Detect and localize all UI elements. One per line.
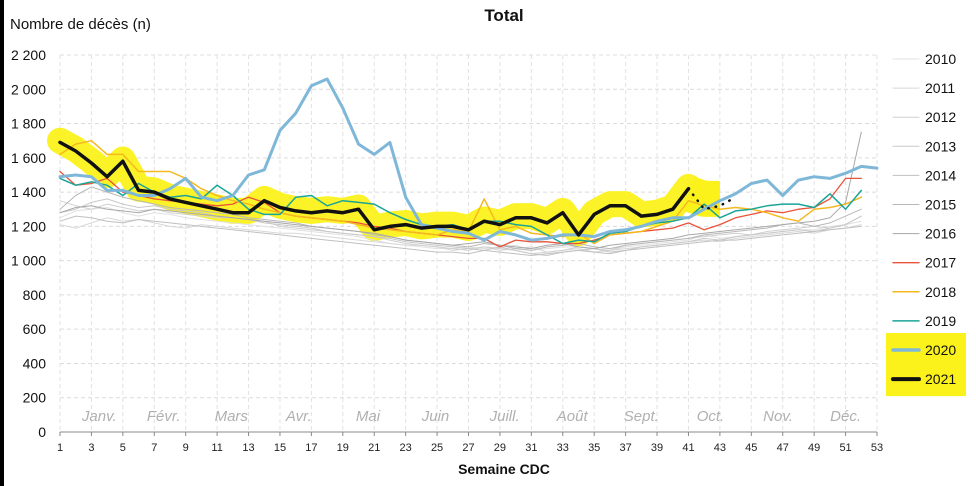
x-tick-label: 49 xyxy=(808,442,820,454)
legend-label: 2018 xyxy=(925,284,956,300)
y-tick-label: 0 xyxy=(38,424,46,440)
series-line-2015 xyxy=(59,186,862,251)
y-tick-label: 2 200 xyxy=(11,47,46,63)
series-line-2018 xyxy=(59,139,863,245)
x-tick-label: 19 xyxy=(337,442,349,454)
x-tick-label: 1 xyxy=(57,442,63,454)
y-tick-label: 400 xyxy=(23,355,47,371)
y-tick-label: 1 600 xyxy=(11,150,46,166)
month-label: Août xyxy=(556,408,589,425)
y-tick-label: 800 xyxy=(23,287,47,303)
y-tick-label: 1 200 xyxy=(11,218,46,234)
legend-label: 2016 xyxy=(925,226,956,242)
y-axis-label: Nombre de décès (n) xyxy=(10,16,151,33)
left-edge-bar xyxy=(0,0,4,486)
month-label: Janv. xyxy=(81,408,117,425)
x-tick-label: 31 xyxy=(525,442,537,454)
x-tick-label: 9 xyxy=(183,442,189,454)
series-line-2014 xyxy=(59,215,862,256)
x-tick-label: 33 xyxy=(557,442,569,454)
highlight-marks xyxy=(47,127,723,247)
chart-title: Total xyxy=(484,6,523,25)
x-tick-label: 3 xyxy=(88,442,94,454)
series-line-2012 xyxy=(59,200,862,255)
x-tick-label: 25 xyxy=(431,442,443,454)
x-tick-label: 21 xyxy=(368,442,380,454)
month-label: Mai xyxy=(356,408,381,425)
y-tick-label: 1 800 xyxy=(11,116,46,132)
month-label: Mars xyxy=(215,408,249,425)
axes: 0 200 400 600 800 1 000 1 200 1 400 1 600 1 800 2 … xyxy=(11,47,883,454)
legend-label: 2019 xyxy=(925,313,956,329)
y-tick-label: 600 xyxy=(23,321,47,337)
series-lines xyxy=(58,77,879,256)
x-tick-label: 29 xyxy=(494,442,506,454)
legend-label: 2017 xyxy=(925,255,956,271)
legend-label: 2015 xyxy=(925,197,956,213)
month-label: Oct. xyxy=(697,408,725,425)
series-line-2016 xyxy=(59,131,862,250)
month-label: Sept. xyxy=(624,408,659,425)
month-label: Déc. xyxy=(830,408,861,425)
x-tick-label: 51 xyxy=(839,442,851,454)
month-label: Juin xyxy=(421,408,450,425)
series-line-2013 xyxy=(59,198,862,256)
y-tick-label: 2 000 xyxy=(11,81,46,97)
series-line-2020 xyxy=(58,77,879,242)
x-tick-label: 53 xyxy=(871,442,883,454)
x-tick-label: 35 xyxy=(588,442,600,454)
y-tick-label: 1 400 xyxy=(11,184,46,200)
grid xyxy=(59,54,878,432)
x-tick-label: 23 xyxy=(400,442,412,454)
month-label: Nov. xyxy=(763,408,793,425)
x-tick-label: 13 xyxy=(242,442,254,454)
x-tick-label: 45 xyxy=(745,442,757,454)
month-label: Juill. xyxy=(489,408,520,425)
legend-label: 2014 xyxy=(925,167,956,183)
legend-label: 2021 xyxy=(925,371,956,387)
legend-label: 2011 xyxy=(925,80,955,96)
legend-label: 2020 xyxy=(925,342,956,358)
x-tick-label: 17 xyxy=(305,442,317,454)
x-tick-label: 7 xyxy=(151,442,157,454)
legend-label: 2012 xyxy=(925,109,956,125)
month-label: Févr. xyxy=(147,408,181,425)
x-tick-label: 39 xyxy=(651,442,663,454)
legend-label: 2010 xyxy=(925,51,956,67)
series-line-2021 xyxy=(58,140,691,237)
x-axis-label: Semaine CDC xyxy=(458,461,550,477)
y-tick-label: 200 xyxy=(23,390,47,406)
legend: 2010 2011 2012 2013 2014 2015 2016 2017 2018 2019… xyxy=(886,51,966,397)
x-tick-label: 27 xyxy=(462,442,474,454)
x-tick-label: 5 xyxy=(120,442,126,454)
x-tick-label: 11 xyxy=(211,442,222,454)
y-tick-label: 1 000 xyxy=(11,253,46,269)
x-tick-label: 37 xyxy=(619,442,631,454)
x-tick-label: 47 xyxy=(777,442,789,454)
legend-label: 2013 xyxy=(925,138,956,154)
month-label: Avr. xyxy=(285,408,312,425)
x-tick-label: 43 xyxy=(714,442,726,454)
x-tick-label: 41 xyxy=(682,442,694,454)
x-tick-label: 15 xyxy=(274,442,286,454)
